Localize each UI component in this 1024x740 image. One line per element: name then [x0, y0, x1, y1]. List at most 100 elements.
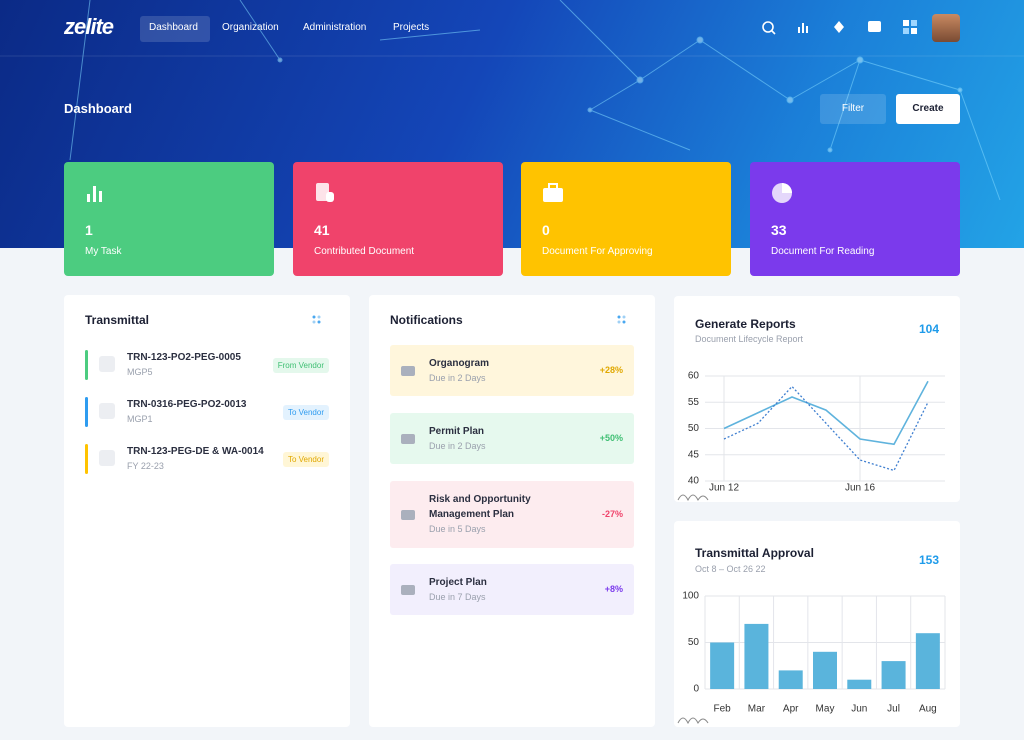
data-line [723, 380, 929, 446]
y-tick-label: 40 [688, 476, 700, 487]
y-tick-label: 100 [682, 591, 699, 602]
nav-item[interactable]: Projects [393, 22, 430, 33]
item-code: TRN-0316-PEG-PO2-0013 [127, 399, 247, 410]
stat-icon [316, 183, 334, 202]
card-title: Generate Reports [695, 317, 796, 331]
y-tick-label: 50 [688, 637, 700, 648]
item-due: Due in 2 Days [429, 373, 486, 383]
bar-chart: 0 50 100 Feb Mar Apr May Jun Jul Aug [677, 591, 946, 725]
stat-value: 41 [314, 222, 330, 238]
stat-value: 0 [542, 222, 550, 238]
item-title: Risk and Opportunity Management Plan [429, 494, 531, 520]
y-tick-label: 0 [693, 684, 699, 695]
stat-value: 33 [771, 222, 787, 238]
nav-item[interactable]: Administration [303, 22, 367, 33]
item-sub: MGP1 [127, 414, 153, 424]
reports-card: Generate Reports Document Lifecycle Repo… [674, 296, 960, 502]
notification-item[interactable]: Project Plan Due in 7 Days +8% [390, 564, 634, 615]
network-decoration [0, 0, 1024, 201]
checkbox[interactable] [99, 403, 115, 419]
card-subtitle: Document Lifecycle Report [695, 334, 804, 344]
card-title: Transmittal Approval [695, 546, 814, 560]
bar [744, 623, 769, 689]
create-label: Create [912, 103, 944, 114]
chart-icon [677, 717, 709, 725]
x-tick-label: Jul [887, 704, 900, 715]
bar [778, 670, 803, 689]
item-title: Organogram [429, 358, 490, 369]
stat-label: My Task [85, 246, 122, 257]
stat-card[interactable]: 1 My Task [64, 162, 274, 276]
approval-card: Transmittal Approval Oct 8 – Oct 26 22 1… [674, 521, 960, 727]
y-tick-label: 55 [688, 397, 700, 408]
stat-card[interactable]: 0 Document For Approving [521, 162, 731, 276]
x-tick-label: Aug [919, 704, 937, 715]
item-code: TRN-123-PO2-PEG-0005 [127, 352, 241, 363]
notification-item[interactable]: Risk and Opportunity Management Plan Due … [390, 481, 634, 548]
item-sub: FY 22-23 [127, 461, 164, 471]
x-tick-label: May [816, 704, 835, 715]
checkbox[interactable] [99, 356, 115, 372]
nav-item[interactable]: Organization [222, 22, 279, 33]
item-title: Permit Plan [429, 426, 485, 437]
x-tick-label: Feb [714, 704, 732, 715]
bar [813, 651, 837, 689]
line-chart: 40 45 50 55 60 Jun 12 Jun 16 [677, 371, 945, 502]
card-title: Transmittal [85, 313, 150, 327]
x-tick-label: Jun 16 [845, 483, 875, 494]
toolbar-icons[interactable] [760, 18, 930, 38]
filter-label: Filter [841, 103, 865, 114]
notification-item[interactable]: Permit Plan Due in 2 Days +50% [390, 413, 634, 464]
status-bar [85, 350, 88, 380]
x-tick-label: Jun 12 [709, 483, 739, 494]
card-total: 104 [918, 322, 939, 336]
status-bar [85, 444, 88, 474]
stat-label: Document For Approving [542, 246, 653, 257]
logo[interactable]: zelite [64, 14, 114, 39]
x-tick-label: Mar [748, 704, 766, 715]
nav-active-bg [140, 16, 210, 42]
nav-item[interactable]: Dashboard [149, 22, 198, 33]
item-tag: To Vendor [282, 452, 329, 467]
item-title: Project Plan [429, 577, 487, 588]
create-button[interactable]: Create [896, 94, 960, 124]
item-change: +28% [599, 365, 623, 375]
stat-icon [772, 183, 792, 203]
checkbox[interactable] [99, 450, 115, 466]
stat-card[interactable]: 41 Contributed Document [293, 162, 503, 276]
transmittal-card: Transmittal TRN-123-PO2-PEG-0005 MGP5 Fr… [64, 295, 350, 727]
stat-label: Document For Reading [771, 246, 875, 257]
item-sub: MGP5 [127, 367, 153, 377]
bar [881, 661, 906, 689]
avatar[interactable] [932, 14, 960, 42]
y-tick-label: 60 [688, 371, 700, 382]
menu-dots[interactable] [617, 315, 627, 325]
item-tag: To Vendor [282, 405, 329, 420]
chart-icon [677, 494, 709, 502]
item-due: Due in 7 Days [429, 592, 486, 602]
card-subtitle: Oct 8 – Oct 26 22 [695, 564, 766, 574]
item-icon [401, 585, 415, 595]
card-title: Notifications [390, 313, 463, 327]
x-tick-label: Apr [783, 704, 799, 715]
page-title: Dashboard [64, 101, 132, 116]
x-tick-label: Jun [851, 704, 867, 715]
y-tick-label: 50 [688, 423, 700, 434]
item-icon [401, 434, 415, 444]
stat-icon [87, 186, 102, 202]
filter-button[interactable]: Filter [820, 94, 886, 124]
stat-card[interactable]: 33 Document For Reading [750, 162, 960, 276]
y-tick-label: 45 [688, 449, 700, 460]
card-total: 153 [918, 553, 939, 567]
bar [915, 633, 940, 689]
item-change: -27% [601, 509, 623, 519]
status-bar [85, 397, 88, 427]
item-tag: From Vendor [272, 358, 329, 373]
stat-value: 1 [85, 222, 93, 238]
item-icon [401, 510, 415, 520]
bar [847, 679, 872, 689]
data-line [723, 385, 929, 472]
notification-item[interactable]: Organogram Due in 2 Days +28% [390, 345, 634, 396]
menu-dots[interactable] [312, 315, 322, 325]
